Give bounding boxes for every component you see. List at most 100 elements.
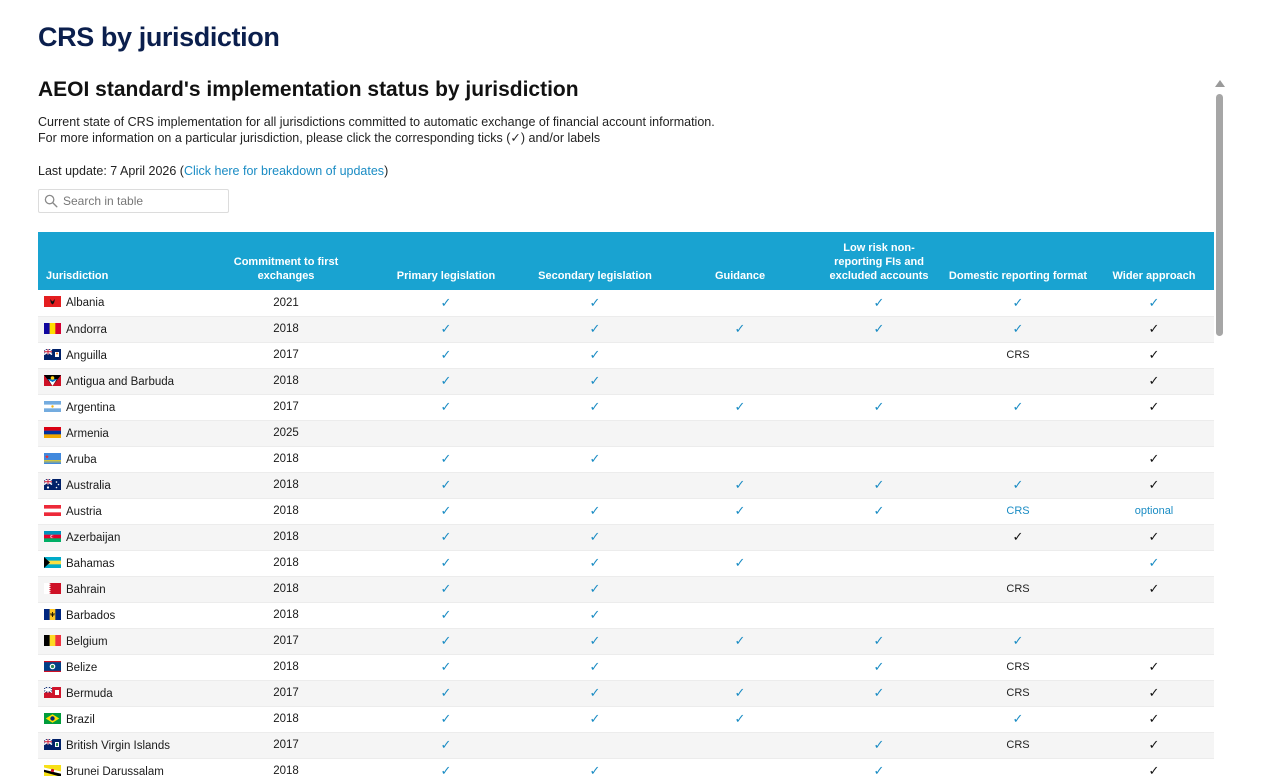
jurisdiction-name[interactable]: Bermuda xyxy=(66,687,113,700)
tick-link-icon[interactable]: ✓ xyxy=(873,399,885,414)
jurisdiction-cell[interactable]: Anguilla xyxy=(38,342,206,369)
jurisdiction-name[interactable]: Australia xyxy=(66,479,111,492)
tick-link-icon[interactable]: ✓ xyxy=(734,633,746,648)
tick-link-icon[interactable]: ✓ xyxy=(440,607,452,622)
tick-link-icon[interactable]: ✓ xyxy=(873,659,885,674)
tick-link-icon[interactable]: ✓ xyxy=(440,529,452,544)
tick-link-icon[interactable]: ✓ xyxy=(440,763,452,776)
tick-link-icon[interactable]: ✓ xyxy=(440,659,452,674)
jurisdiction-cell[interactable]: Bahamas xyxy=(38,550,206,577)
search-box[interactable] xyxy=(38,189,229,213)
tick-link-icon[interactable]: ✓ xyxy=(589,685,601,700)
jurisdiction-cell[interactable]: Albania xyxy=(38,290,206,317)
jurisdiction-name[interactable]: Armenia xyxy=(66,427,109,440)
jurisdiction-cell[interactable]: Argentina xyxy=(38,394,206,421)
tick-link-icon[interactable]: ✓ xyxy=(873,763,885,776)
header-reporting-format[interactable]: Domestic reporting format xyxy=(942,232,1094,290)
tick-link-icon[interactable]: ✓ xyxy=(873,477,885,492)
tick-link-icon[interactable]: ✓ xyxy=(1148,294,1160,310)
tick-link-icon[interactable]: ✓ xyxy=(873,685,885,700)
tick-link-icon[interactable]: ✓ xyxy=(1148,555,1160,570)
tick-link-icon[interactable]: ✓ xyxy=(734,711,746,726)
tick-link-icon[interactable]: ✓ xyxy=(1012,477,1024,492)
jurisdiction-name[interactable]: Andorra xyxy=(66,323,107,336)
jurisdiction-cell[interactable]: Brazil xyxy=(38,706,206,733)
jurisdiction-name[interactable]: Bahamas xyxy=(66,557,115,570)
tick-link-icon[interactable]: ✓ xyxy=(873,633,885,648)
jurisdiction-name[interactable]: Barbados xyxy=(66,609,116,622)
jurisdiction-name[interactable]: Antigua and Barbuda xyxy=(66,375,175,388)
jurisdiction-name[interactable]: Belize xyxy=(66,661,98,674)
tick-link-icon[interactable]: ✓ xyxy=(873,503,885,518)
header-wider-approach[interactable]: Wider approach xyxy=(1094,232,1214,290)
tick-link-icon[interactable]: ✓ xyxy=(734,503,746,518)
tick-link-icon[interactable]: ✓ xyxy=(1012,294,1024,310)
jurisdiction-cell[interactable]: Antigua and Barbuda xyxy=(38,368,206,395)
tick-link-icon[interactable]: ✓ xyxy=(440,451,452,466)
jurisdiction-cell[interactable]: Belize xyxy=(38,654,206,681)
header-low-risk[interactable]: Low risk non-reporting FIs and excluded … xyxy=(816,232,942,290)
jurisdiction-name[interactable]: Argentina xyxy=(66,401,116,414)
search-input[interactable] xyxy=(63,194,223,208)
tick-link-icon[interactable]: ✓ xyxy=(589,659,601,674)
tick-link-icon[interactable]: ✓ xyxy=(873,321,885,336)
header-primary-legislation[interactable]: Primary legislation xyxy=(366,232,526,290)
tick-link-icon[interactable]: ✓ xyxy=(873,737,885,752)
vertical-scrollbar[interactable] xyxy=(1215,80,1225,340)
tick-link-icon[interactable]: ✓ xyxy=(589,503,601,518)
scroll-up-arrow-icon[interactable] xyxy=(1215,80,1225,87)
tick-link-icon[interactable]: ✓ xyxy=(589,763,601,776)
tick-link-icon[interactable]: ✓ xyxy=(440,633,452,648)
tick-link-icon[interactable]: ✓ xyxy=(1012,711,1024,726)
jurisdiction-name[interactable]: Albania xyxy=(66,297,105,310)
tick-link-icon[interactable]: ✓ xyxy=(589,399,601,414)
header-jurisdiction[interactable]: Jurisdiction xyxy=(38,232,206,290)
tick-link-icon[interactable]: ✓ xyxy=(1012,321,1024,336)
jurisdiction-cell[interactable]: Barbados xyxy=(38,602,206,629)
tick-link-icon[interactable]: ✓ xyxy=(589,321,601,336)
tick-link-icon[interactable]: ✓ xyxy=(589,294,601,310)
jurisdiction-name[interactable]: Belgium xyxy=(66,635,108,648)
jurisdiction-cell[interactable]: Azerbaijan xyxy=(38,524,206,551)
jurisdiction-name[interactable]: Aruba xyxy=(66,453,97,466)
tick-link-icon[interactable]: ✓ xyxy=(589,529,601,544)
status-label-link[interactable]: optional xyxy=(1134,505,1174,517)
tick-link-icon[interactable]: ✓ xyxy=(440,347,452,362)
tick-link-icon[interactable]: ✓ xyxy=(589,607,601,622)
tick-link-icon[interactable]: ✓ xyxy=(734,399,746,414)
jurisdiction-name[interactable]: British Virgin Islands xyxy=(66,739,170,752)
jurisdiction-cell[interactable]: Bermuda xyxy=(38,680,206,707)
header-secondary-legislation[interactable]: Secondary legislation xyxy=(526,232,664,290)
jurisdiction-cell[interactable]: Armenia xyxy=(38,420,206,447)
tick-link-icon[interactable]: ✓ xyxy=(440,477,452,492)
jurisdiction-cell[interactable]: Brunei Darussalam xyxy=(38,758,206,776)
jurisdiction-cell[interactable]: Aruba xyxy=(38,446,206,473)
tick-link-icon[interactable]: ✓ xyxy=(873,294,885,310)
tick-link-icon[interactable]: ✓ xyxy=(440,555,452,570)
updates-breakdown-link[interactable]: Click here for breakdown of updates xyxy=(183,164,385,178)
tick-link-icon[interactable]: ✓ xyxy=(440,373,452,388)
jurisdiction-cell[interactable]: Austria xyxy=(38,498,206,525)
tick-link-icon[interactable]: ✓ xyxy=(440,399,452,414)
tick-link-icon[interactable]: ✓ xyxy=(734,477,746,492)
tick-link-icon[interactable]: ✓ xyxy=(589,633,601,648)
jurisdiction-name[interactable]: Brazil xyxy=(66,713,95,726)
jurisdiction-cell[interactable]: Belgium xyxy=(38,628,206,655)
jurisdiction-name[interactable]: Austria xyxy=(66,505,102,518)
tick-link-icon[interactable]: ✓ xyxy=(734,685,746,700)
jurisdiction-name[interactable]: Azerbaijan xyxy=(66,531,121,544)
tick-link-icon[interactable]: ✓ xyxy=(1012,633,1024,648)
tick-link-icon[interactable]: ✓ xyxy=(1012,399,1024,414)
jurisdiction-name[interactable]: Anguilla xyxy=(66,349,107,362)
tick-link-icon[interactable]: ✓ xyxy=(589,373,601,388)
tick-link-icon[interactable]: ✓ xyxy=(440,737,452,752)
tick-link-icon[interactable]: ✓ xyxy=(440,711,452,726)
content-scroll-area[interactable]: AEOI standard's implementation status by… xyxy=(38,76,1214,776)
tick-link-icon[interactable]: ✓ xyxy=(440,581,452,596)
jurisdiction-cell[interactable]: Australia xyxy=(38,472,206,499)
tick-link-icon[interactable]: ✓ xyxy=(589,711,601,726)
jurisdiction-cell[interactable]: Andorra xyxy=(38,316,206,343)
tick-link-icon[interactable]: ✓ xyxy=(440,294,452,310)
tick-link-icon[interactable]: ✓ xyxy=(589,581,601,596)
jurisdiction-name[interactable]: Bahrain xyxy=(66,583,106,596)
